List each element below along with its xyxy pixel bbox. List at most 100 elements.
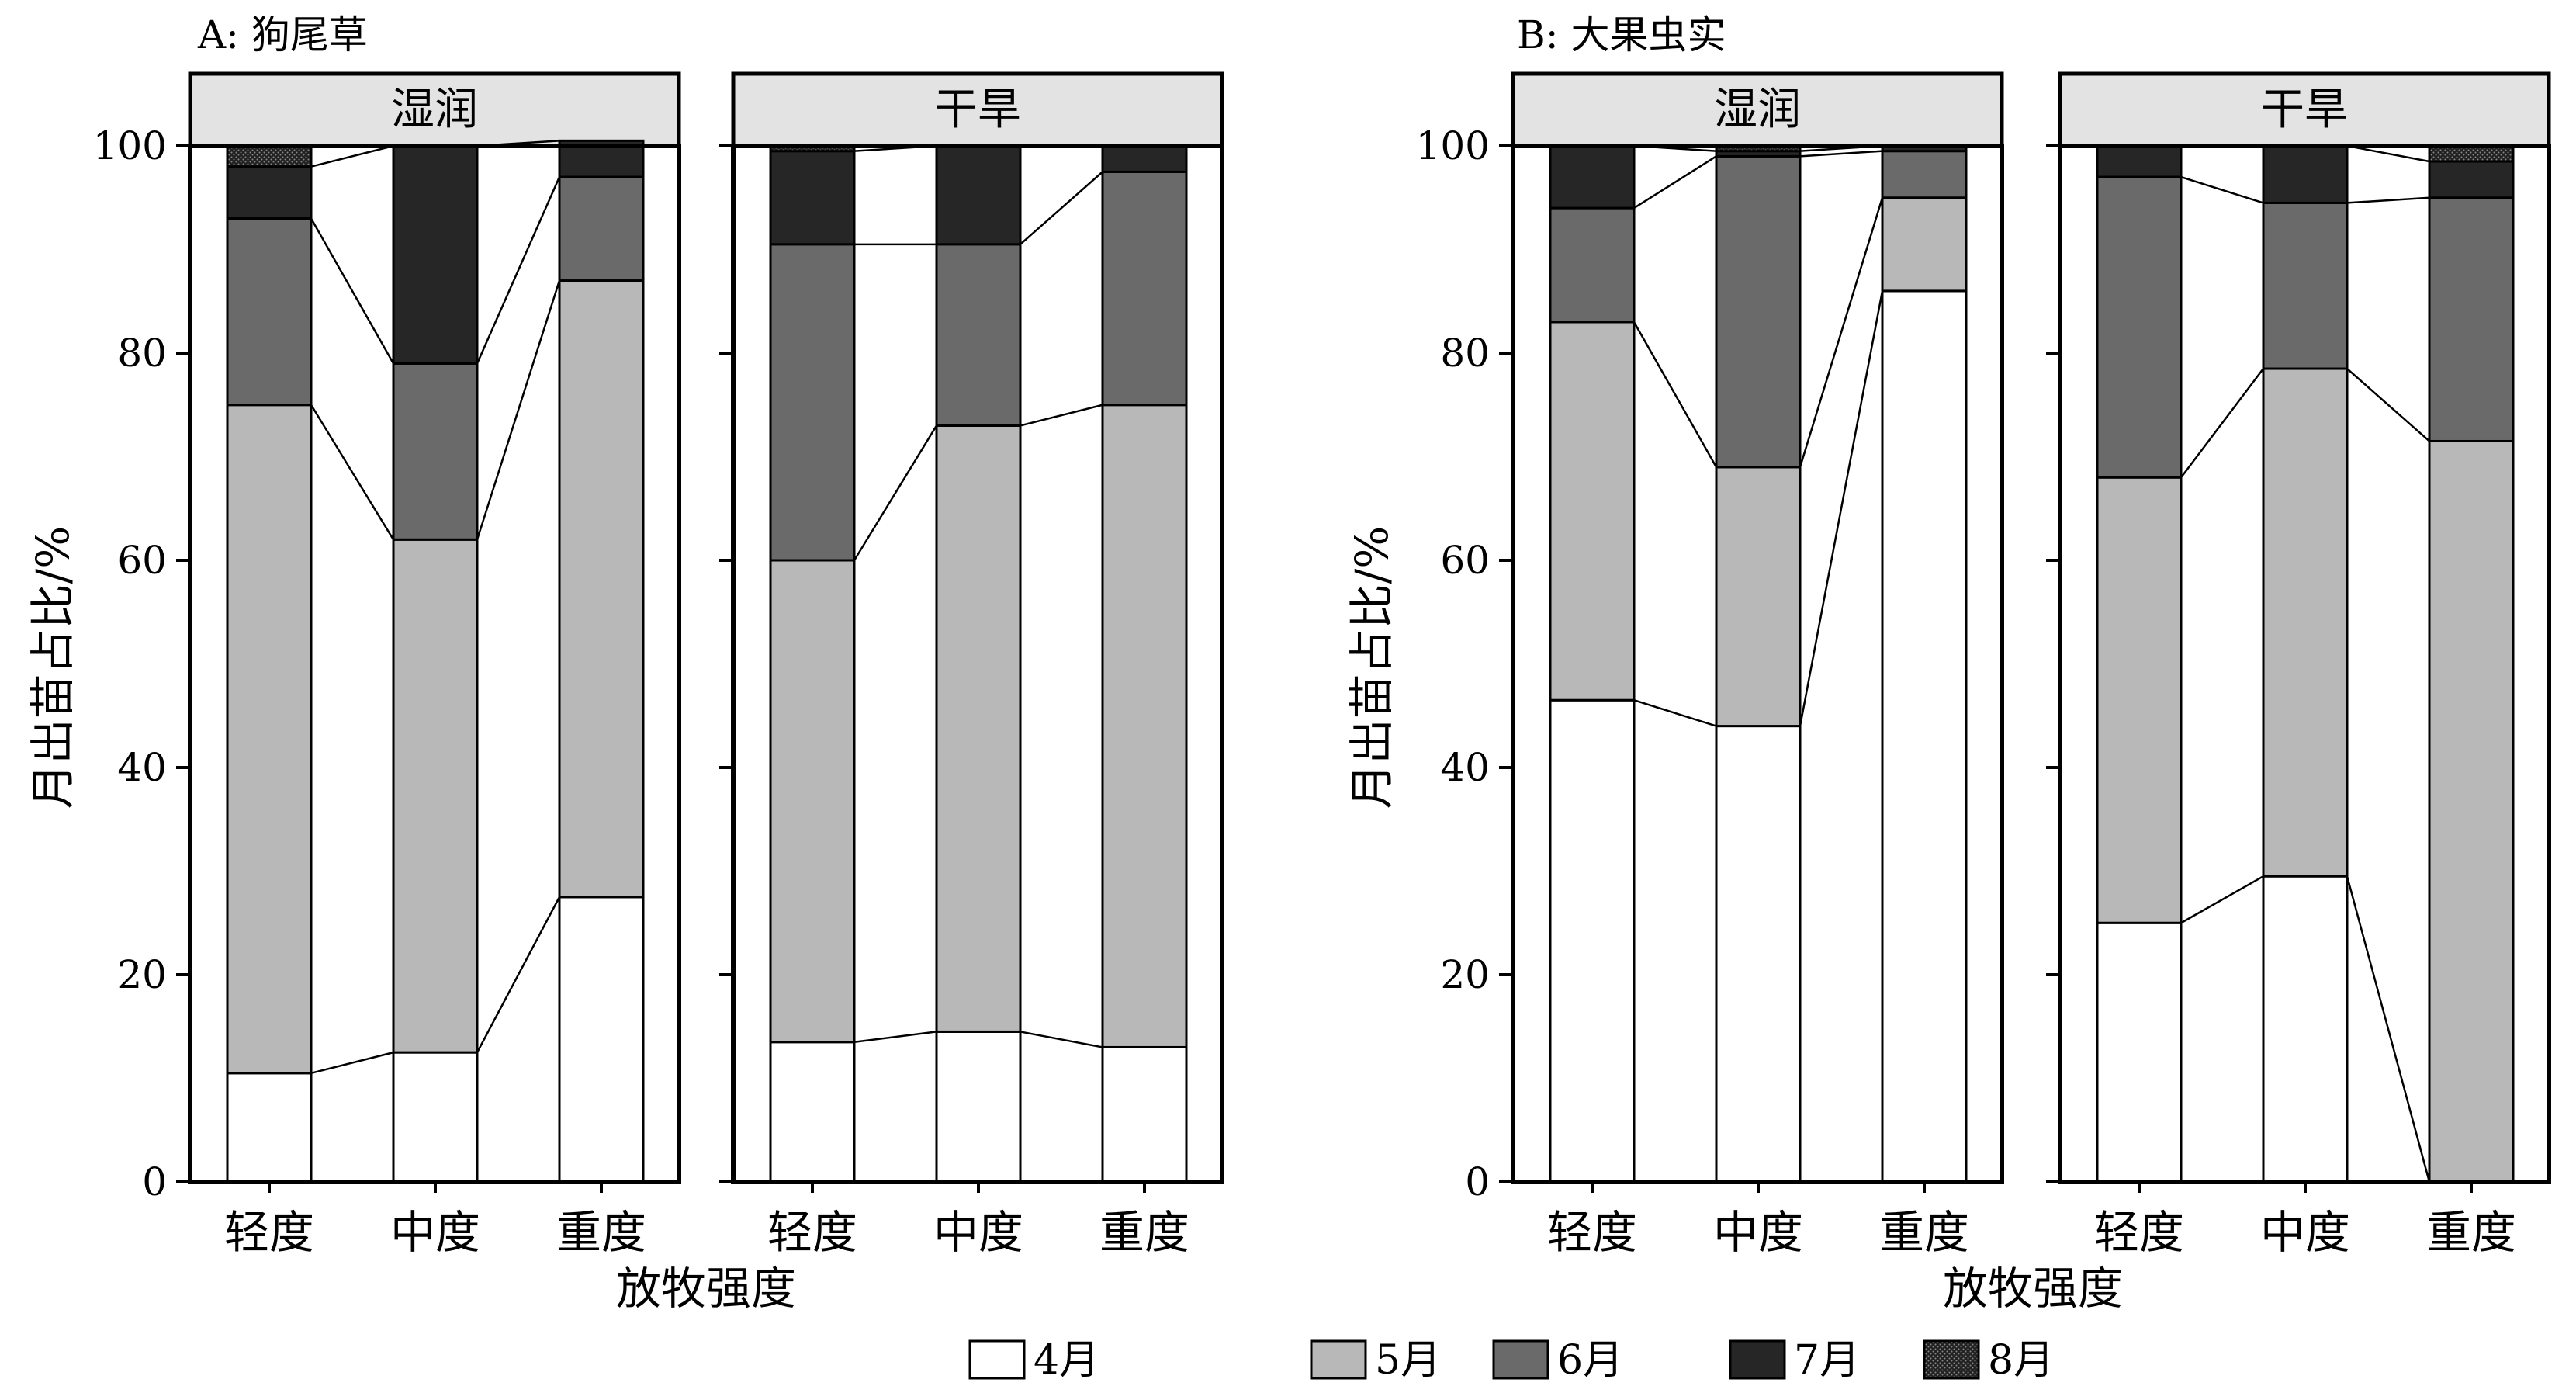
panel-a-y-axis-title: 月出苗占比/% (26, 526, 79, 809)
connector-line (2180, 875, 2264, 924)
connector-line (2180, 175, 2264, 204)
bar-segment-4月 (2096, 921, 2183, 1183)
legend-label: 7月 (1794, 1337, 1860, 1384)
connector-line (2180, 368, 2264, 478)
bar-segment-5月 (1549, 321, 1636, 702)
x-tick-label: 中度 (933, 1206, 1023, 1259)
x-tick-label: 轻度 (1547, 1206, 1637, 1259)
connector-line (1020, 1031, 1103, 1048)
legend-swatch-8 (1923, 1339, 1980, 1380)
facet-strip (1511, 71, 2004, 148)
connector-line (2346, 875, 2431, 1183)
connector-line (310, 1051, 394, 1075)
bar-segment-5月 (935, 424, 1022, 1033)
panel-a: A: 狗尾草 月出苗占比/% 放牧强度 湿润 0 20 40 60 80 100 轻度 中度 重度… (26, 12, 1224, 1315)
connector-line (310, 404, 395, 540)
bar-segment-8月 (226, 144, 313, 168)
facet-strip (188, 71, 681, 148)
bar-segment-5月 (1715, 466, 1802, 728)
y-tick-label: 20 (117, 952, 167, 997)
legend-label: 8月 (1988, 1337, 2054, 1384)
bar-segment-6月 (226, 217, 313, 407)
bar-segment-7月 (392, 144, 479, 365)
y-tick-label: 80 (117, 331, 167, 376)
connector-line (476, 896, 561, 1053)
x-tick-label: 中度 (2260, 1206, 2350, 1259)
bar-segment-6月 (558, 175, 645, 282)
panel-a-facet-humid: 湿润 0 20 40 60 80 100 轻度 中度 重度 (93, 71, 681, 1259)
panel-b-title: B: 大果虫实 (1517, 12, 1726, 57)
bar-segment-4月 (226, 1072, 313, 1183)
legend-swatch-6 (1492, 1339, 1549, 1380)
connector-line (1633, 699, 1717, 727)
bar-segment-8月 (2428, 144, 2515, 163)
bar-segment-7月 (1101, 144, 1188, 173)
bar-segment-5月 (2428, 439, 2515, 1183)
connector-line (476, 176, 561, 364)
bar-segment-4月 (392, 1051, 479, 1183)
bar-segment-4月 (558, 896, 645, 1183)
legend-label: 6月 (1557, 1337, 1623, 1384)
bar-segment-4月 (1101, 1045, 1188, 1183)
legend-swatch-4 (968, 1339, 1026, 1380)
bar-segment-6月 (392, 362, 479, 541)
bar-segment-5月 (2262, 367, 2349, 878)
connector-line (853, 1031, 937, 1044)
legend-swatch-5 (1310, 1339, 1367, 1380)
bar-segment-5月 (226, 404, 313, 1075)
y-tick-label: 100 (1416, 123, 1490, 168)
bar-segment-5月 (769, 559, 856, 1044)
facet-strip (731, 71, 1224, 148)
connector-line (1020, 171, 1103, 245)
y-tick-label: 100 (93, 123, 167, 168)
connector-line (310, 217, 395, 364)
y-tick-label: 60 (1440, 538, 1490, 583)
bar-segment-4月 (1881, 289, 1968, 1183)
bar-segment-4月 (935, 1030, 1022, 1183)
x-tick-label: 中度 (1713, 1206, 1803, 1259)
y-tick-label: 20 (1440, 952, 1490, 997)
connector-line (1799, 150, 1883, 158)
facet-strip-label: 干旱 (2261, 85, 2348, 135)
bar-segment-7月 (935, 144, 1022, 246)
y-tick-label: 60 (117, 538, 167, 583)
x-tick-label: 轻度 (224, 1206, 314, 1259)
bar-segment-4月 (1715, 725, 1802, 1183)
x-tick-label: 中度 (390, 1206, 480, 1259)
facet-strip-label: 湿润 (1714, 85, 1801, 135)
y-tick-label: 40 (117, 745, 167, 790)
connector-line (1633, 321, 1718, 468)
bar-segment-6月 (935, 243, 1022, 427)
bar-segment-7月 (769, 150, 856, 246)
connector-line (1020, 404, 1103, 427)
x-tick-label: 重度 (2426, 1206, 2516, 1259)
connector-line (1633, 155, 1717, 210)
x-tick-label: 重度 (1879, 1206, 1969, 1259)
bar-segment-6月 (1549, 206, 1636, 324)
bar-segment-4月 (2262, 875, 2349, 1183)
y-tick-label: 0 (142, 1159, 167, 1204)
bar-segment-4月 (769, 1041, 856, 1183)
bar-segment-6月 (1881, 150, 1968, 199)
bar-segment-7月 (2428, 160, 2515, 199)
y-tick-label: 40 (1440, 745, 1490, 790)
bar-segment-7月 (1549, 144, 1636, 210)
connector-line (1799, 290, 1884, 726)
bar-segment-5月 (392, 538, 479, 1054)
x-tick-label: 重度 (556, 1206, 646, 1259)
panel-b-x-axis-title: 放牧强度 (1943, 1262, 2123, 1315)
bar-segment-6月 (2096, 175, 2183, 479)
bar-segment-6月 (1715, 154, 1802, 469)
connector-line (2346, 368, 2430, 442)
connector-line (853, 424, 938, 561)
bar-segment-6月 (2262, 201, 2349, 370)
legend: 4月 5月 6月 7月 8月 (968, 1337, 2054, 1384)
bar-segment-4月 (1549, 698, 1636, 1183)
legend-label: 4月 (1034, 1337, 1099, 1384)
bar-segment-5月 (1881, 196, 1968, 293)
bar-segment-6月 (1101, 170, 1188, 407)
bar-segment-7月 (2096, 144, 2183, 178)
